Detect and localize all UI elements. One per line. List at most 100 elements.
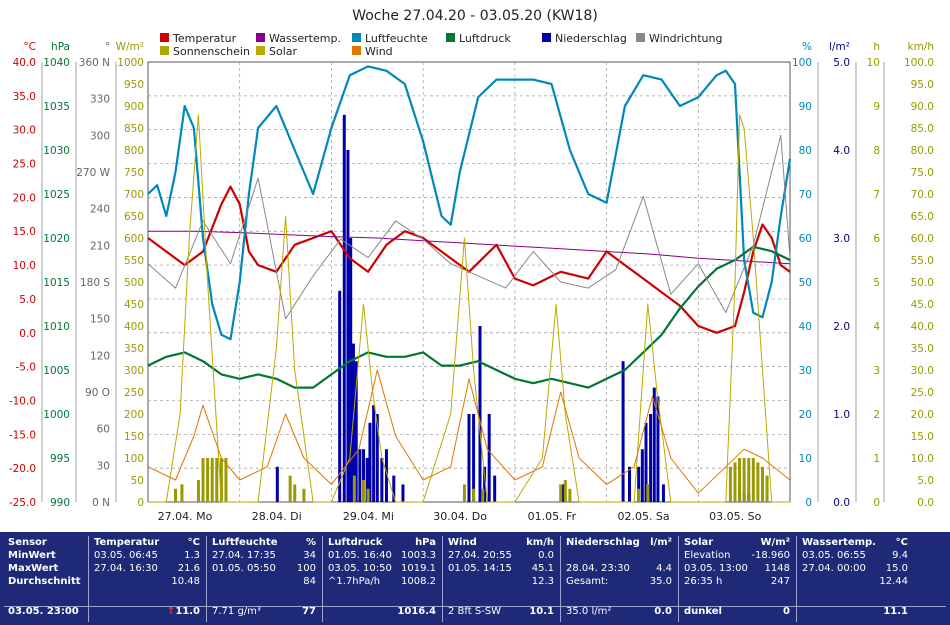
axis-unit-label: ° [105, 41, 110, 53]
bar-niederschlag [362, 449, 366, 502]
solar-column: Solar W/m² Elevation -18.960 03.05. 13:00 1… [680, 536, 794, 617]
y-tick-label: 55.0 [911, 255, 934, 267]
luftfeuchte-absolute: 7.71 g/m³ [212, 606, 261, 617]
wassertemp-min-value: 9.4 [892, 550, 908, 561]
y-tick-label: 60 [97, 424, 110, 436]
niederschlag-current: 0.0 [654, 606, 672, 617]
y-tick-label: 40.0 [13, 57, 36, 69]
y-tick-label: 600 [124, 233, 144, 245]
y-tick-label: 250 [124, 387, 144, 399]
y-tick-label: 0.0 [833, 497, 850, 509]
y-tick-label: 1.0 [833, 409, 850, 421]
wassertemp-max-time: 27.04. 00:00 [802, 563, 866, 574]
summary-panel: Sensor MinWert MaxWert Durchschnitt 03.0… [0, 532, 950, 625]
solar-sunshine-hours: 26:35 h [684, 576, 723, 587]
bar-niederschlag [384, 449, 388, 502]
wind-max-value: 45.1 [531, 563, 554, 574]
y-tick-label: 0 N [92, 497, 110, 509]
wind-min-time: 27.04. 20:55 [448, 550, 512, 561]
bar-niederschlag [351, 343, 355, 502]
y-tick-label: 0.0 [19, 328, 36, 340]
panel-divider [4, 606, 946, 607]
divider [322, 536, 323, 622]
bar-niederschlag [487, 414, 491, 502]
luftdruck-min-value: 1003.3 [401, 550, 436, 561]
wassertemp-unit: °C [895, 537, 908, 548]
y-tick-label: 10.0 [13, 260, 36, 272]
series-line-solar [148, 114, 790, 503]
bar-niederschlag [338, 290, 342, 502]
bar-niederschlag [375, 414, 379, 502]
y-tick-label: 1035 [43, 101, 70, 113]
legend-swatch [636, 33, 645, 42]
wind-avg: 12.3 [531, 576, 554, 587]
divider [442, 536, 443, 622]
legend-label: Wind [365, 45, 393, 58]
chart-axes: 27.04. Mo 28.04. Di 29.04. Mi 30.04. Do 01.0… [9, 41, 934, 523]
temperatur-min-time: 03.05. 06:45 [94, 550, 158, 561]
y-tick-label: 5.0 [917, 475, 934, 487]
y-tick-label: 0 [873, 497, 880, 509]
bar-sonnenschein [219, 458, 223, 502]
divider [560, 536, 561, 622]
bar-sonnenschein [206, 458, 210, 502]
luftdruck-max-value: 1019.1 [401, 563, 436, 574]
y-tick-label: -25.0 [9, 497, 36, 509]
y-tick-label: 20.0 [13, 192, 36, 204]
x-tick-label: 28.04. Di [252, 510, 302, 523]
wind-column: Wind km/h 27.04. 20:55 0.0 01.05. 14:15 45.… [444, 536, 558, 617]
y-tick-label: 1025 [43, 189, 70, 201]
y-tick-label: 1 [873, 453, 880, 465]
y-tick-label: 1010 [43, 321, 70, 333]
y-tick-label: 1020 [43, 233, 70, 245]
wassertemp-column: Wassertemp. °C 03.05. 06:55 9.4 27.04. 00:… [798, 536, 912, 617]
bar-sonnenschein [224, 458, 228, 502]
legend-swatch [352, 46, 361, 55]
legend-swatch [446, 33, 455, 42]
y-tick-label: 1030 [43, 145, 70, 157]
divider [206, 536, 207, 622]
bar-niederschlag [652, 387, 656, 502]
bar-niederschlag [656, 396, 660, 502]
y-tick-label: 40 [799, 321, 812, 333]
bar-sonnenschein [201, 458, 205, 502]
y-tick-label: 350 [124, 343, 144, 355]
series-line-wind [147, 369, 791, 494]
y-tick-label: 60.0 [911, 233, 934, 245]
solar-header: Solar [684, 537, 714, 548]
niederschlag-gesamt: 35.0 [649, 576, 672, 587]
y-tick-label: -15.0 [9, 429, 36, 441]
wassertemp-avg: 12.44 [879, 576, 908, 587]
y-tick-label: 180 S [80, 277, 110, 289]
bar-sonnenschein [751, 458, 755, 502]
y-tick-label: 5.0 [19, 294, 36, 306]
y-tick-label: 360 N [79, 57, 110, 69]
temperatur-unit: °C [187, 537, 200, 548]
y-tick-label: 40.0 [911, 321, 934, 333]
legend-swatch [256, 33, 265, 42]
bar-sonnenschein [559, 484, 563, 502]
y-tick-label: 90.0 [911, 101, 934, 113]
y-tick-label: 300 [124, 365, 144, 377]
divider [88, 536, 89, 622]
legend-swatch [160, 33, 169, 42]
avg-label: Durchschnitt [8, 576, 81, 587]
bar-sonnenschein [733, 462, 737, 502]
bar-sonnenschein [760, 466, 764, 502]
y-tick-label: 330 [90, 94, 110, 106]
x-tick-label: 01.05. Fr [528, 510, 577, 523]
y-tick-label: 30.0 [13, 125, 36, 137]
y-tick-label: 4 [873, 321, 880, 333]
legend-label: Luftdruck [459, 32, 511, 45]
luftdruck-header: Luftdruck [328, 537, 383, 548]
axis-unit-label: W/m² [116, 41, 144, 53]
x-tick-label: 02.05. Sa [617, 510, 669, 523]
bar-sonnenschein [568, 488, 572, 502]
legend-swatch [256, 46, 265, 55]
y-tick-label: 30 [97, 460, 110, 472]
y-tick-label: 150 [90, 314, 110, 326]
y-tick-label: 85.0 [911, 123, 934, 135]
bar-sonnenschein [747, 458, 751, 502]
chart-lines [147, 65, 792, 503]
wind-unit: km/h [526, 537, 554, 548]
